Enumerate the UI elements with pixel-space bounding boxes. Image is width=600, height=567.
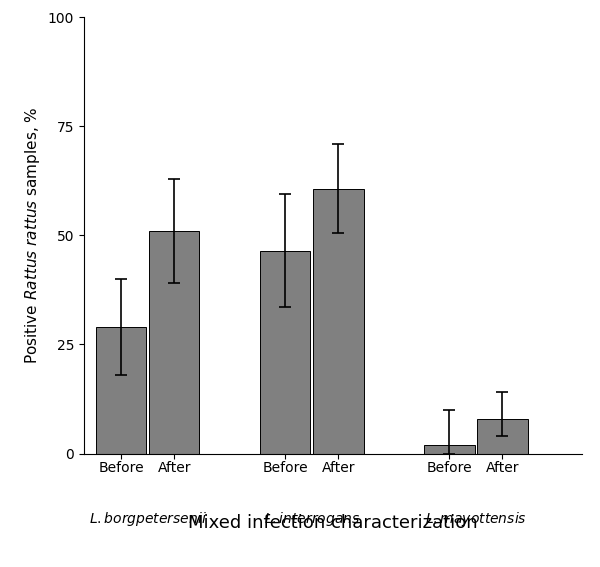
Text: $\it{L. interrogans}$: $\it{L. interrogans}$ bbox=[263, 510, 360, 528]
Bar bbox=[477, 418, 527, 454]
Bar bbox=[424, 445, 475, 454]
Text: $\it{L. borgpetersenii}$: $\it{L. borgpetersenii}$ bbox=[89, 510, 206, 528]
Text: $\it{L. mayottensis}$: $\it{L. mayottensis}$ bbox=[425, 510, 527, 528]
Bar bbox=[149, 231, 199, 454]
Bar bbox=[260, 251, 310, 454]
Bar bbox=[96, 327, 146, 454]
Y-axis label: Positive $\it{Rattus\ rattus}$ samples, %: Positive $\it{Rattus\ rattus}$ samples, … bbox=[23, 107, 43, 364]
Bar bbox=[313, 189, 364, 454]
X-axis label: Mixed infection characterization: Mixed infection characterization bbox=[188, 514, 478, 532]
